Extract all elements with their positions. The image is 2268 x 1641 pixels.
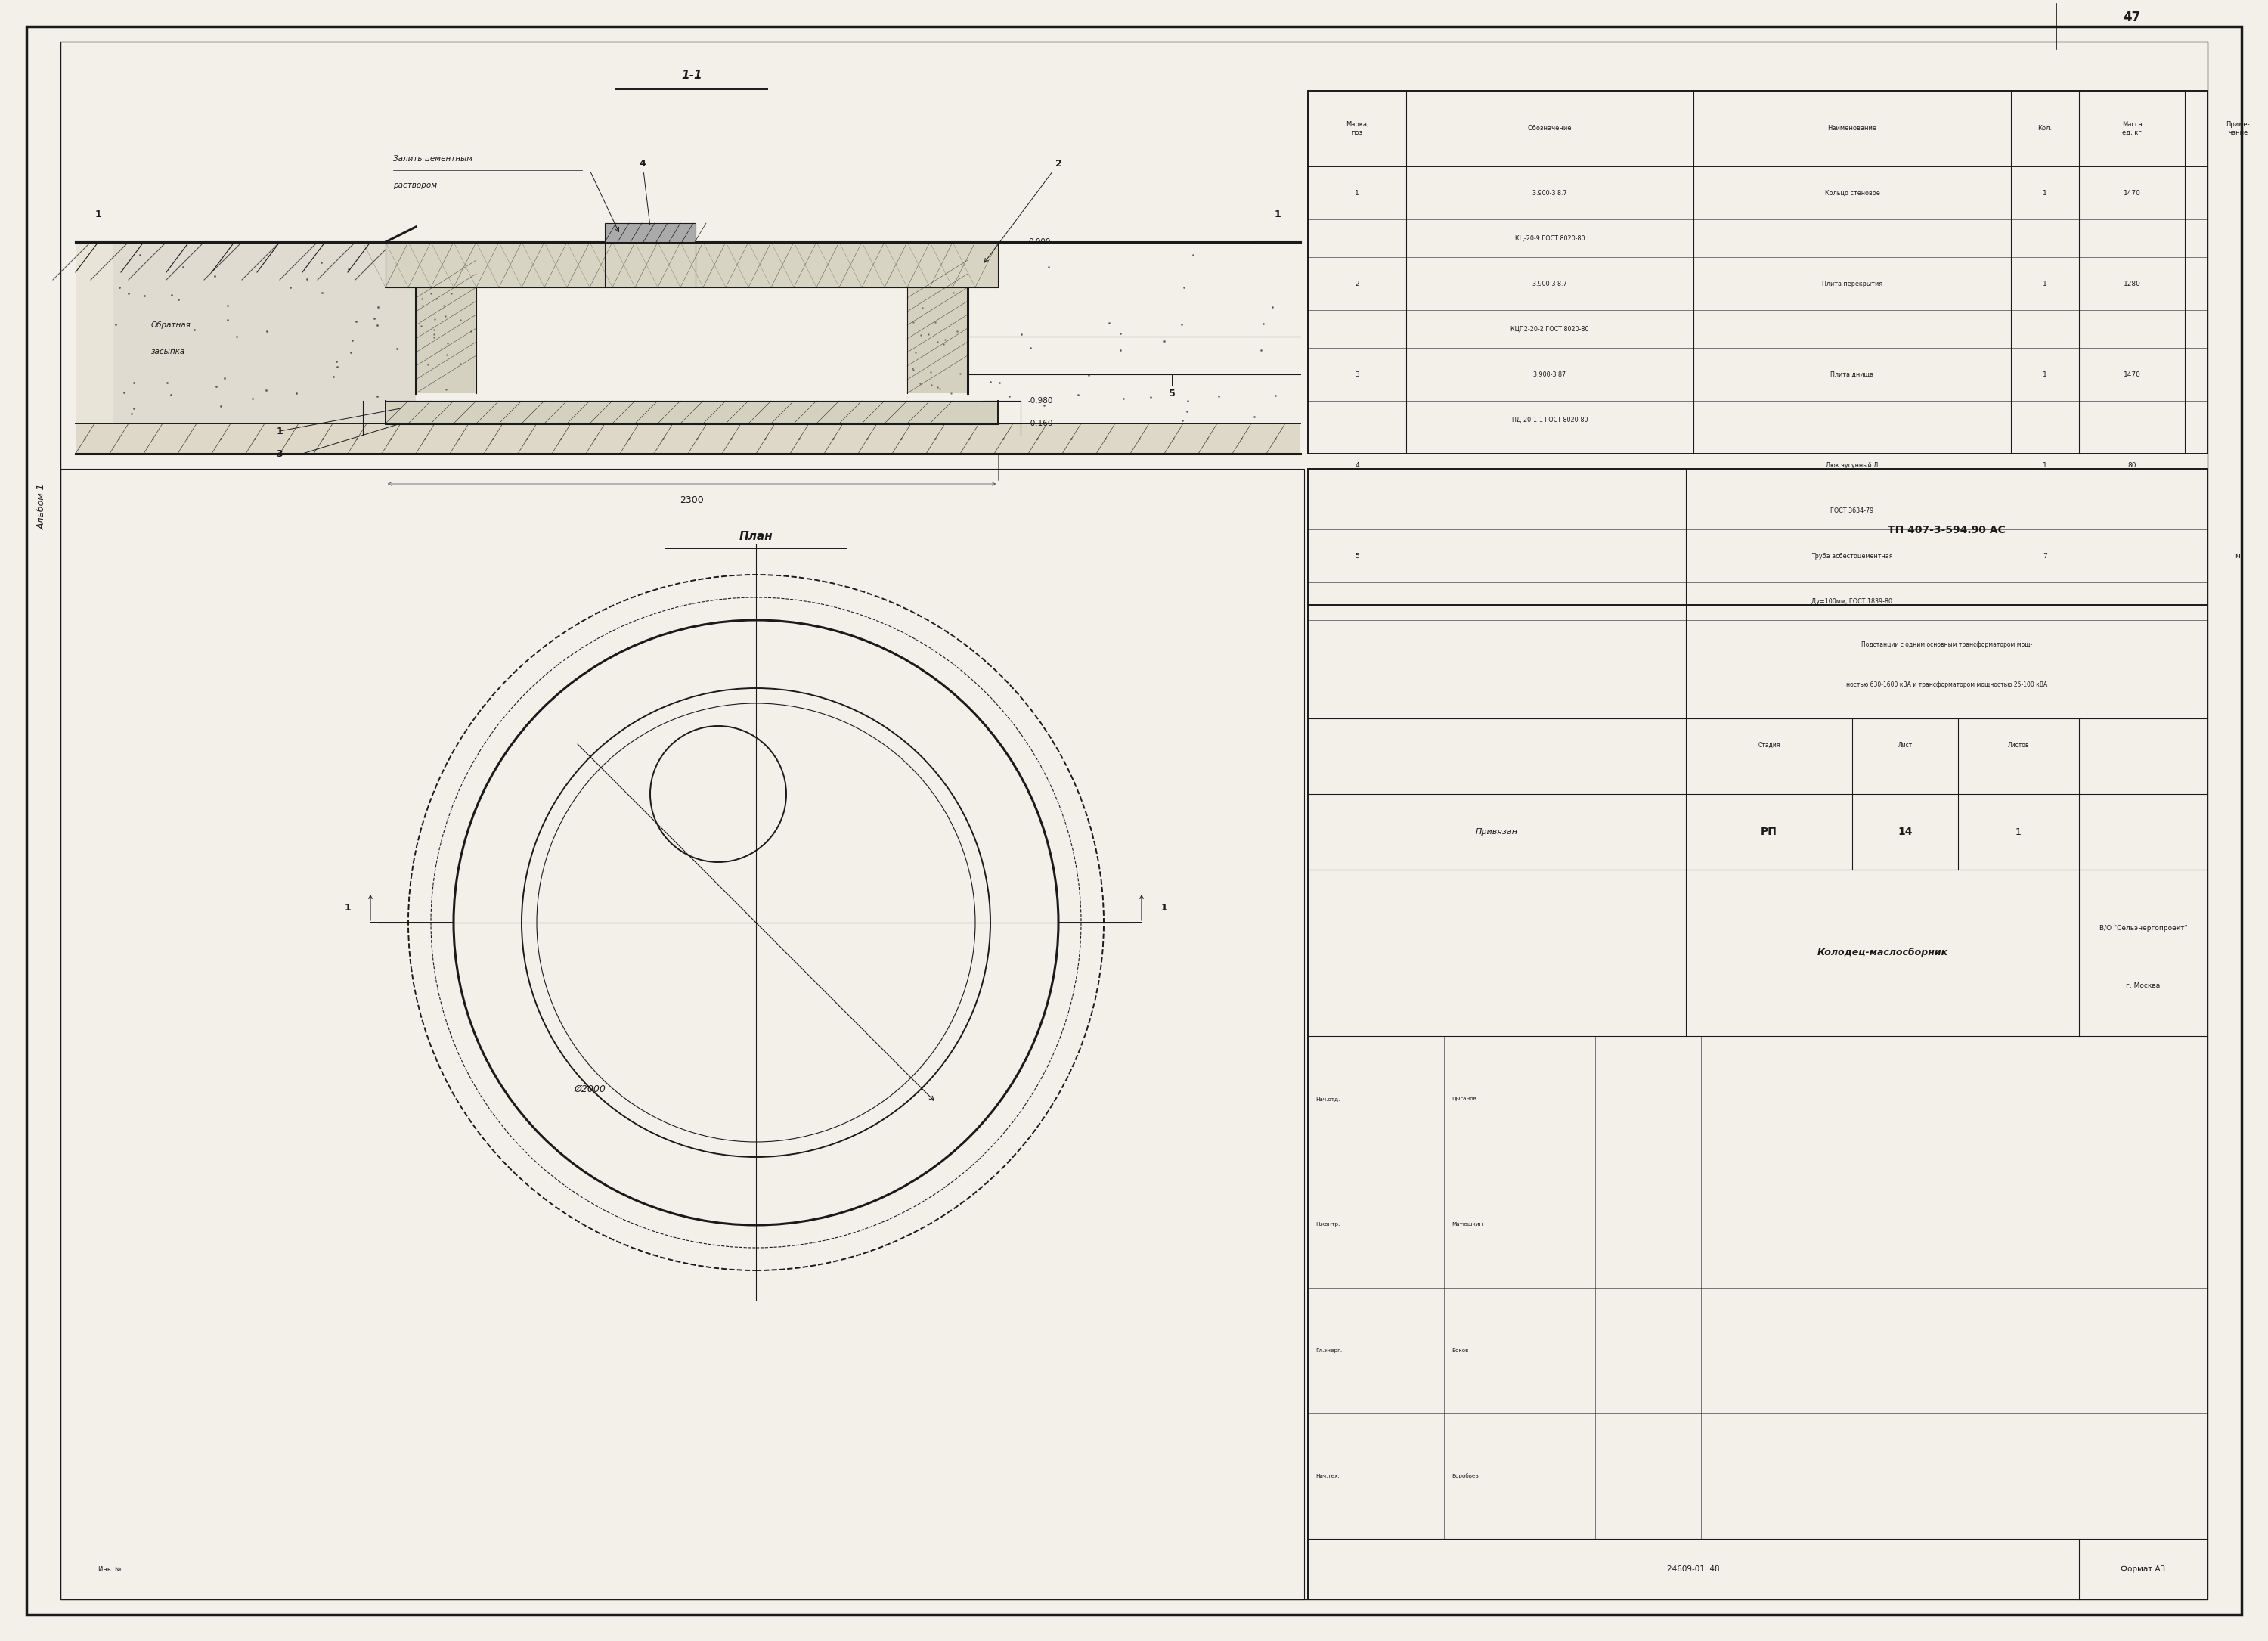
Text: -0.160: -0.160 bbox=[1027, 420, 1052, 427]
Text: Кольцо стеновое: Кольцо стеновое bbox=[1826, 189, 1880, 197]
Bar bbox=[907, 287, 968, 394]
Text: Инв. №: Инв. № bbox=[98, 1566, 122, 1572]
Text: Труба асбестоцементная: Труба асбестоцементная bbox=[1812, 553, 1894, 560]
Text: 5: 5 bbox=[1168, 389, 1175, 399]
Text: Обозначение: Обозначение bbox=[1529, 125, 1572, 131]
Text: 3.900-3 8.7: 3.900-3 8.7 bbox=[1533, 281, 1567, 287]
Text: 14: 14 bbox=[1898, 827, 1912, 837]
Text: засыпка: засыпка bbox=[152, 348, 186, 356]
Text: 4: 4 bbox=[640, 159, 651, 225]
Text: Гл.энерг.: Гл.энерг. bbox=[1315, 1347, 1343, 1352]
Text: Привязан: Привязан bbox=[1476, 829, 1517, 835]
Bar bbox=[61, 469, 1304, 1600]
Text: 2: 2 bbox=[1354, 281, 1359, 287]
Text: 3: 3 bbox=[277, 450, 284, 458]
Text: Залить цементным: Залить цементным bbox=[392, 154, 472, 162]
Text: 1: 1 bbox=[95, 210, 102, 220]
Text: 3: 3 bbox=[1354, 371, 1359, 377]
Text: г. Москва: г. Москва bbox=[2125, 983, 2161, 990]
Bar bbox=[75, 423, 1300, 453]
Text: 1-1: 1-1 bbox=[680, 71, 703, 82]
Text: ТП 407-3-594.90 АС: ТП 407-3-594.90 АС bbox=[1887, 525, 2005, 535]
Text: 2: 2 bbox=[984, 159, 1061, 263]
Text: Нач.тех.: Нач.тех. bbox=[1315, 1474, 1340, 1479]
Text: 3.900-3 8.7: 3.900-3 8.7 bbox=[1533, 189, 1567, 197]
Text: План: План bbox=[739, 532, 773, 543]
Text: Люк чугунный Л: Люк чугунный Л bbox=[1826, 461, 1878, 468]
Text: Листов: Листов bbox=[2007, 742, 2030, 748]
Text: 1: 1 bbox=[2043, 371, 2048, 377]
Text: раствором: раствором bbox=[392, 182, 438, 189]
Text: Ø2000: Ø2000 bbox=[574, 1085, 606, 1095]
Text: Приме-
чание: Приме- чание bbox=[2225, 121, 2250, 136]
Text: 1: 1 bbox=[1161, 903, 1168, 912]
Text: Наименование: Наименование bbox=[1828, 125, 1878, 131]
Text: 1: 1 bbox=[2043, 281, 2048, 287]
Bar bbox=[386, 400, 998, 423]
Text: 80: 80 bbox=[2127, 461, 2136, 468]
Text: Подстанции с одним основным трансформатором мощ-: Подстанции с одним основным трансформато… bbox=[1862, 642, 2032, 648]
Text: 1: 1 bbox=[1354, 189, 1359, 197]
Bar bbox=[1309, 469, 2207, 1600]
Text: Кол.: Кол. bbox=[2037, 125, 2053, 131]
Polygon shape bbox=[113, 241, 415, 453]
Text: 1280: 1280 bbox=[2123, 281, 2141, 287]
Bar bbox=[415, 287, 476, 394]
Text: 1: 1 bbox=[2016, 827, 2021, 837]
Text: 3.900-3 87: 3.900-3 87 bbox=[1533, 371, 1567, 377]
Text: ностью 630-1600 кВА и трансформатором мощностью 25-100 кВА: ностью 630-1600 кВА и трансформатором мо… bbox=[1846, 681, 2048, 688]
Text: Ду=100мм, ГОСТ 1839-80: Ду=100мм, ГОСТ 1839-80 bbox=[1812, 597, 1892, 604]
Text: 2300: 2300 bbox=[680, 496, 703, 505]
Text: Боков: Боков bbox=[1452, 1347, 1467, 1352]
Bar bbox=[1309, 90, 2207, 453]
Text: Плита перекрытия: Плита перекрытия bbox=[1821, 281, 1882, 287]
Text: Нач.отд.: Нач.отд. bbox=[1315, 1096, 1340, 1101]
Text: Матюшкин: Матюшкин bbox=[1452, 1223, 1483, 1227]
Text: 1: 1 bbox=[277, 427, 284, 437]
Bar bbox=[386, 241, 998, 287]
Text: 5: 5 bbox=[1354, 553, 1359, 560]
Text: Марка,
поз: Марка, поз bbox=[1345, 121, 1368, 136]
Text: Воробьев: Воробьев bbox=[1452, 1474, 1479, 1479]
Text: КЦ-20-9 ГОСТ 8020-80: КЦ-20-9 ГОСТ 8020-80 bbox=[1515, 235, 1585, 241]
Text: 1470: 1470 bbox=[2123, 371, 2141, 377]
Text: КЦП2-20-2 ГОСТ 8020-80: КЦП2-20-2 ГОСТ 8020-80 bbox=[1510, 325, 1590, 333]
Text: 1: 1 bbox=[2043, 189, 2048, 197]
Text: Альбом 1: Альбом 1 bbox=[36, 484, 45, 530]
Text: 24609-01  48: 24609-01 48 bbox=[1667, 1566, 1719, 1574]
Text: Масса
ед, кг: Масса ед, кг bbox=[2123, 121, 2141, 136]
Text: Лист: Лист bbox=[1898, 742, 1912, 748]
Text: 1: 1 bbox=[1275, 210, 1281, 220]
Text: Колодец-маслосборник: Колодец-маслосборник bbox=[1817, 948, 1948, 958]
Text: 1: 1 bbox=[345, 903, 352, 912]
Text: РП: РП bbox=[1760, 827, 1778, 837]
Text: В/О "Сельэнергопроект": В/О "Сельэнергопроект" bbox=[2100, 924, 2186, 932]
Text: 7: 7 bbox=[2043, 553, 2048, 560]
Text: 1470: 1470 bbox=[2123, 189, 2141, 197]
Bar bbox=[75, 241, 415, 453]
Text: 47: 47 bbox=[2123, 10, 2141, 25]
Text: Н.контр.: Н.контр. bbox=[1315, 1223, 1340, 1227]
Bar bbox=[606, 223, 696, 241]
Text: ГОСТ 3634-79: ГОСТ 3634-79 bbox=[1830, 507, 1873, 514]
Text: ПД-20-1-1 ГОСТ 8020-80: ПД-20-1-1 ГОСТ 8020-80 bbox=[1513, 417, 1588, 423]
Text: Обратная: Обратная bbox=[152, 322, 191, 328]
Text: 1: 1 bbox=[2043, 461, 2048, 468]
Text: Цыганов: Цыганов bbox=[1452, 1096, 1476, 1101]
Text: Формат А3: Формат А3 bbox=[2121, 1566, 2166, 1574]
Text: Стадия: Стадия bbox=[1758, 742, 1780, 748]
Text: 4: 4 bbox=[1354, 461, 1359, 468]
Text: 0.000: 0.000 bbox=[1027, 238, 1050, 246]
Text: Плита днища: Плита днища bbox=[1830, 371, 1873, 377]
Text: -0.980: -0.980 bbox=[1027, 397, 1052, 405]
Text: м: м bbox=[2236, 553, 2241, 560]
